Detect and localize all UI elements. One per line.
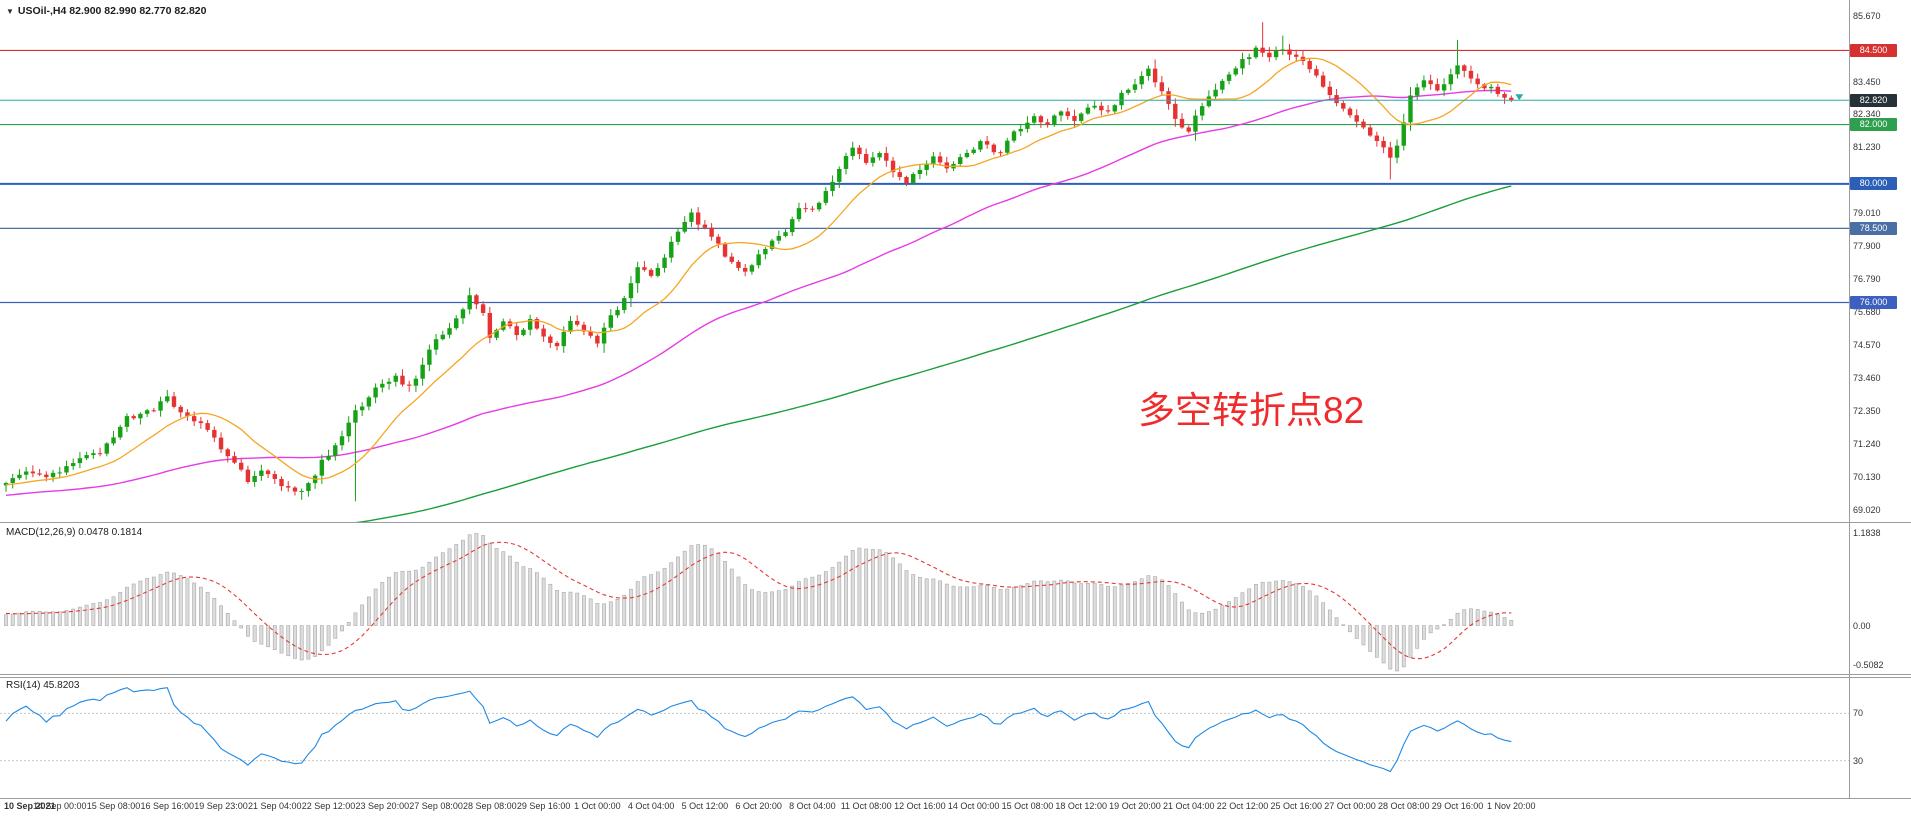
price-axis-tick: 82.340 <box>1853 109 1881 120</box>
time-axis-label: 11 Oct 08:00 <box>840 801 892 811</box>
time-axis-label: 14 Sep 00:00 <box>32 801 87 811</box>
time-axis-label: 21 Sep 04:00 <box>248 801 302 811</box>
time-axis-label: 29 Oct 16:00 <box>1431 801 1484 811</box>
time-axis-label: 22 Oct 12:00 <box>1216 801 1269 811</box>
rsi-axis-tick: 30 <box>1853 755 1864 766</box>
price-axis-tick: 71.240 <box>1853 438 1881 449</box>
price-axis-tick: 81.230 <box>1853 142 1881 153</box>
time-axis-label: 29 Sep 16:00 <box>516 801 571 811</box>
time-axis-label: 22 Sep 12:00 <box>301 801 356 811</box>
time-axis-label: 28 Sep 08:00 <box>463 801 517 811</box>
price-axis-tick: 83.450 <box>1853 76 1881 87</box>
ma-fast-line <box>5 57 1512 486</box>
price-axis-tick: 79.010 <box>1853 208 1881 219</box>
rsi-axis-tick: 70 <box>1853 708 1864 719</box>
price-axis-tick: 75.680 <box>1853 307 1881 317</box>
price-axis-tick: 72.350 <box>1853 405 1881 416</box>
macd-signal-line <box>5 541 1512 660</box>
symbol-ohlc-label: USOil-,H4 82.900 82.990 82.770 82.820 <box>17 5 207 17</box>
macd-indicator-label: MACD(12,26,9) 0.0478 0.1814 <box>6 527 143 538</box>
price-level-badge: 78.500 <box>1850 221 1897 235</box>
price-axis-tick: 73.460 <box>1853 372 1881 383</box>
time-axis-label: 5 Oct 12:00 <box>681 801 729 811</box>
price-axis-tick: 76.790 <box>1853 274 1881 285</box>
rsi-line <box>5 687 1512 773</box>
rsi-panel[interactable] <box>0 687 1849 773</box>
rsi-indicator-label: RSI(14) 45.8203 <box>6 680 80 691</box>
price-level-badge: 82.000 <box>1850 118 1897 132</box>
current-price-badge: 82.820 <box>1850 93 1897 107</box>
time-axis-label: 8 Oct 04:00 <box>789 801 836 811</box>
time-axis-label: 4 Oct 04:00 <box>627 801 675 811</box>
time-axis-label: 12 Oct 16:00 <box>894 801 946 811</box>
macd-axis-tick: 0.00 <box>1853 620 1871 631</box>
time-axis-label: 14 Oct 00:00 <box>947 801 1000 811</box>
symbol-info-bar: ▼ USOil-,H4 82.900 82.990 82.770 82.820 <box>6 5 206 17</box>
ma-medium-line <box>5 89 1512 496</box>
price-axis-tick: 77.900 <box>1853 241 1881 252</box>
price-level-badge: 76.000 <box>1850 296 1897 310</box>
ma-slow-line <box>347 185 1512 523</box>
time-axis-label: 1 Oct 00:00 <box>574 801 621 811</box>
time-axis-label: 28 Oct 08:00 <box>1377 801 1430 811</box>
time-axis-label: 15 Oct 08:00 <box>1001 801 1054 811</box>
price-axis-tick: 85.670 <box>1853 10 1881 21</box>
time-axis-label: 27 Oct 00:00 <box>1324 801 1376 811</box>
macd-axis-tick: 1.1838 <box>1853 528 1881 539</box>
chart-annotation-text: 多空转折点82 <box>1138 390 1365 431</box>
time-axis-label: 1 Nov 20:00 <box>1486 801 1536 811</box>
time-axis-label: 19 Oct 20:00 <box>1109 801 1161 811</box>
current-price-arrow <box>1515 94 1524 101</box>
main-price-panel[interactable] <box>0 22 1849 572</box>
macd-panel[interactable] <box>4 533 1514 672</box>
macd-axis-tick: -0.5082 <box>1853 660 1884 671</box>
time-axis-label: 23 Sep 20:00 <box>355 801 410 811</box>
time-axis-label: 18 Oct 12:00 <box>1055 801 1107 811</box>
chevron-down-icon[interactable]: ▼ <box>6 6 14 16</box>
time-axis-label: 21 Oct 04:00 <box>1162 801 1215 811</box>
price-axis-tick: 69.020 <box>1853 504 1881 515</box>
time-axis-label: 16 Sep 16:00 <box>140 801 195 811</box>
time-axis-label: 19 Sep 23:00 <box>194 801 248 811</box>
price-level-badge: 84.500 <box>1850 43 1897 57</box>
time-axis-label: 27 Sep 08:00 <box>409 801 463 811</box>
time-axis-label: 6 Oct 20:00 <box>735 801 782 811</box>
time-axis-label: 10 Sep 2021 <box>4 801 56 811</box>
price-axis-tick: 70.130 <box>1853 471 1881 482</box>
candles-layer <box>3 22 1514 502</box>
time-axis-label: 25 Oct 16:00 <box>1270 801 1323 811</box>
price-level-badge: 80.000 <box>1850 177 1897 191</box>
time-axis-label: 15 Sep 08:00 <box>86 801 141 811</box>
price-axis-tick: 74.570 <box>1853 339 1881 350</box>
